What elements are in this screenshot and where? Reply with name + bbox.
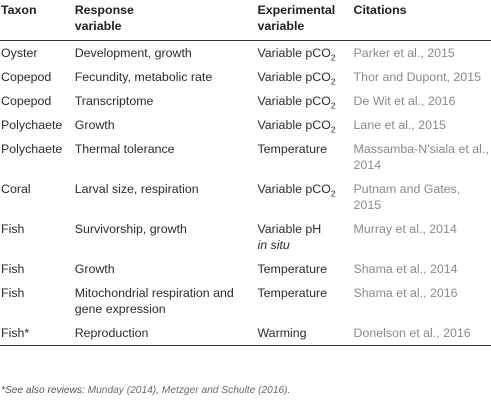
cell-experimental-variable: Temperature	[257, 281, 353, 321]
footnote-ref-metzger-schulte: Metzger and Schulte (2016)	[161, 385, 288, 396]
table-row: Fish Growth Temperature Shama et al., 2014	[0, 257, 491, 281]
header-experimental-line2: variable	[257, 19, 305, 33]
cell-citation[interactable]: Murray et al., 2014	[353, 222, 457, 236]
cell-taxon: Copepod	[1, 70, 52, 84]
table-row: Polychaete Growth Variable pCO2 Lane et al.…	[0, 113, 491, 137]
cell-response-variable: Transcriptome	[74, 94, 154, 108]
footnote-separator: ,	[156, 385, 162, 396]
table-row: Copepod Fecundity, metabolic rate Variable…	[0, 65, 491, 89]
experimental-variable-text: Variable pCO	[257, 46, 331, 60]
cell-response-variable: Development, growth	[74, 46, 192, 60]
experimental-variable-text: Variable pH	[257, 222, 322, 236]
cell-taxon: Polychaete	[1, 118, 63, 132]
cell-taxon: Fish	[1, 222, 25, 236]
cell-experimental-variable: Variable pCO2	[257, 41, 353, 66]
table-row: Polychaete Thermal tolerance Temperature Ma…	[0, 137, 491, 177]
cell-citation[interactable]: Parker et al., 2015	[353, 46, 455, 60]
header-experimental-line1: Experimental	[257, 3, 336, 17]
cell-experimental-variable: Temperature	[257, 257, 353, 281]
cell-experimental-variable: Variable pCO2	[257, 89, 353, 113]
cell-citation[interactable]: Massamba-N'siala et al., 2014	[353, 142, 489, 172]
cell-response-variable: Mitochondrial respiration and gene expre…	[74, 286, 234, 316]
table-header-row: Taxon Response variable Experimental varia…	[0, 0, 491, 41]
cell-taxon: Fish	[1, 286, 25, 300]
footnote-ref-munday: Munday (2014)	[87, 385, 157, 396]
header-experimental-variable: Experimental variable	[257, 0, 353, 41]
cell-experimental-variable: Variable pCO2	[257, 65, 353, 89]
footnote-prefix: *See also reviews:	[1, 385, 88, 396]
experimental-variable-text: Variable pCO	[257, 70, 331, 84]
cell-citation[interactable]: Thor and Dupont, 2015	[353, 70, 481, 84]
experimental-variable-text: Temperature	[257, 142, 327, 156]
header-response-line1: Response	[74, 3, 134, 17]
cell-experimental-variable: Variable pCO2	[257, 177, 353, 217]
cell-taxon: Oyster	[1, 46, 38, 60]
cell-response-variable: Fecundity, metabolic rate	[74, 70, 213, 84]
cell-response-variable: Growth	[74, 262, 115, 276]
table-row: Coral Larval size, respiration Variable pC…	[0, 177, 491, 217]
cell-citation[interactable]: De Wit et al., 2016	[353, 94, 456, 108]
experimental-variable-subscript: 2	[330, 76, 336, 87]
experimental-variable-text: Variable pCO	[257, 118, 331, 132]
experimental-variable-subscript: 2	[330, 100, 336, 111]
experimental-variable-text: Variable pCO	[257, 182, 331, 196]
experimental-variable-text: Warming	[257, 326, 307, 340]
cell-experimental-variable: Temperature	[257, 137, 353, 177]
table-row: Oyster Development, growth Variable pCO2 Pa…	[0, 41, 491, 66]
cell-taxon: Copepod	[1, 94, 52, 108]
experimental-studies-table: Taxon Response variable Experimental varia…	[0, 0, 491, 346]
cell-response-variable: Reproduction	[74, 326, 149, 340]
table-row: Fish Mitochondrial respiration and gene e…	[0, 281, 491, 321]
cell-experimental-variable: Variable pH in situ	[257, 217, 353, 257]
header-response-line2: variable	[74, 19, 122, 33]
cell-citation[interactable]: Shama et al., 2014	[353, 262, 458, 276]
cell-response-variable: Survivorship, growth	[74, 222, 187, 236]
cell-taxon: Polychaete	[1, 142, 63, 156]
cell-citation[interactable]: Putnam and Gates, 2015	[353, 182, 461, 212]
header-taxon: Taxon	[1, 3, 37, 17]
table-row: Fish Survivorship, growth Variable pH in si…	[0, 217, 491, 257]
experimental-variable-qualifier: in situ	[257, 238, 290, 252]
experimental-variable-text: Temperature	[257, 262, 327, 276]
cell-response-variable: Thermal tolerance	[74, 142, 175, 156]
cell-experimental-variable: Variable pCO2	[257, 113, 353, 137]
experimental-variable-text: Temperature	[257, 286, 327, 300]
table-footnote: *See also reviews: Munday (2014), Metzge…	[1, 385, 290, 396]
table-body: Oyster Development, growth Variable pCO2 Pa…	[0, 41, 491, 346]
cell-taxon: Fish	[1, 262, 25, 276]
cell-citation[interactable]: Shama et al., 2016	[353, 286, 458, 300]
table-row: Copepod Transcriptome Variable pCO2 De Wit …	[0, 89, 491, 113]
experimental-variable-text: Variable pCO	[257, 94, 331, 108]
cell-response-variable: Larval size, respiration	[74, 182, 199, 196]
experimental-variable-subscript: 2	[330, 124, 336, 135]
cell-experimental-variable: Warming	[257, 321, 353, 346]
cell-taxon: Fish*	[1, 326, 30, 340]
experimental-variable-subscript: 2	[330, 52, 336, 63]
cell-citation[interactable]: Lane et al., 2015	[353, 118, 446, 132]
table-row: Fish* Reproduction Warming Donelson et al.,…	[0, 321, 491, 346]
cell-citation[interactable]: Donelson et al., 2016	[353, 326, 471, 340]
cell-response-variable: Growth	[74, 118, 115, 132]
header-citations: Citations	[353, 3, 407, 17]
footnote-suffix: .	[287, 385, 291, 396]
experimental-variable-subscript: 2	[330, 188, 336, 199]
header-response-variable: Response variable	[75, 0, 258, 41]
cell-taxon: Coral	[1, 182, 31, 196]
